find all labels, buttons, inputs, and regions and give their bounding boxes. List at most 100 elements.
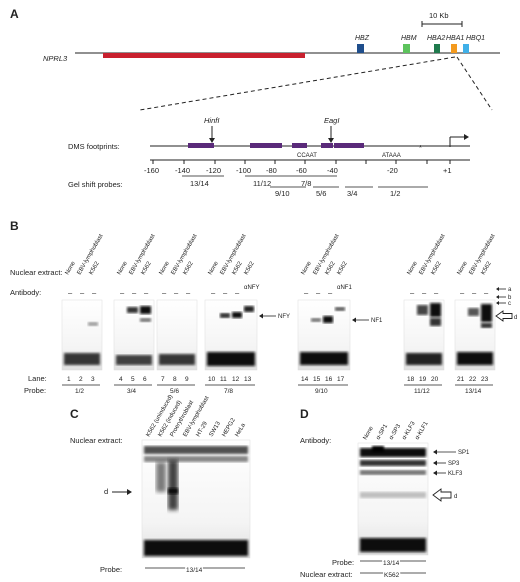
gene-box-hbm	[403, 44, 410, 53]
probe-label: 13/14	[465, 388, 482, 395]
extract-label: None	[208, 260, 221, 276]
zoom-line-left	[139, 56, 456, 111]
tick-label: -60	[296, 166, 307, 175]
gel-b-3	[156, 299, 198, 371]
band-label-d: d	[514, 315, 517, 321]
probe-bar	[182, 175, 224, 177]
gel-c	[141, 439, 251, 559]
tick-label: +1	[443, 166, 452, 175]
nuclear-extract-label-c: Nuclear extract:	[70, 436, 123, 445]
tick-label: -80	[266, 166, 277, 175]
gel-shift-label: Gel shift probes:	[68, 180, 123, 189]
panel-a-letter: A	[10, 7, 19, 21]
gel-d	[357, 442, 429, 556]
panel-c-letter: C	[70, 407, 79, 421]
probe-label-c: Probe:	[100, 565, 122, 574]
gene-label-hba2: HBA2	[427, 35, 445, 42]
lane-number: 16	[325, 376, 333, 383]
probe-label: 7/8	[224, 388, 233, 395]
lane-number: 17	[337, 376, 345, 383]
gel-b-7	[454, 299, 496, 371]
lane-numbers: 1 2 3 4 5 6 7 8 9 10 11 12 13 14 15 16 1…	[67, 376, 489, 383]
extract-label: None	[159, 260, 172, 276]
probe-label: 5/6	[316, 189, 326, 198]
tick-label: -140	[175, 166, 190, 175]
nuclear-extract-label: Nuclear extract:	[10, 268, 63, 277]
panel-b: B Nuclear extract: Antibody: None EBV-ly…	[10, 219, 517, 395]
extract-label: K562	[183, 260, 196, 276]
site-eagi: EagI	[324, 116, 339, 125]
open-arrow-d	[495, 310, 513, 322]
band-label-b: b	[508, 295, 512, 301]
lane-number: 14	[301, 376, 309, 383]
antibody-dash: –	[162, 288, 167, 297]
antibody-label: α-KLF1	[415, 420, 430, 441]
probe-bar	[270, 186, 306, 188]
extract-labels-c: K562 (uninduced) K562 (induced) Proeryth…	[146, 394, 248, 438]
probe-bar	[378, 186, 428, 188]
nprl3-label: NPRL3	[43, 54, 68, 63]
probe-label: 11/12	[414, 388, 430, 395]
antibody-dash: –	[186, 288, 191, 297]
lane-number: 7	[161, 376, 165, 383]
antibody-labels-d: None α-SP1 α-SP3 α-KLF3 α-KLF1	[363, 420, 430, 441]
lane-number: 13	[244, 376, 252, 383]
probe-bar	[345, 186, 373, 188]
lane-number: 1	[67, 376, 71, 383]
nuclear-extract-label-d: Nuclear extract:	[300, 570, 353, 579]
extract-label: K562	[431, 260, 444, 276]
antibody-dash: –	[328, 288, 333, 297]
gel-b-4	[204, 299, 258, 371]
extract-label: None	[457, 260, 470, 276]
extract-label: HeLa	[235, 422, 248, 438]
extract-label: K562	[337, 260, 350, 276]
antibody-row: – – – – – – – – – – – – αNFY – – – αNF1 …	[68, 285, 489, 297]
gene-label-hbm: HBM	[401, 35, 417, 42]
extract-labels: None EBV-lymphoblast K562 None EBV-lymph…	[65, 233, 497, 276]
probe-label: 3/4	[347, 189, 357, 198]
lane-number: 3	[91, 376, 95, 383]
gel-b-1	[61, 299, 103, 371]
gel-b-5	[297, 299, 351, 371]
lane-number: 5	[131, 376, 135, 383]
probe-label: 3/4	[127, 388, 136, 395]
antibody-dash: –	[460, 288, 465, 297]
footprint	[250, 143, 282, 148]
antibody-dash: –	[132, 288, 137, 297]
extract-label: None	[407, 260, 420, 276]
extract-label: None	[301, 260, 314, 276]
lane-number: 2	[79, 376, 83, 383]
lane-number: 23	[481, 376, 489, 383]
antibody-dash: –	[174, 288, 179, 297]
probe-label: 9/10	[275, 189, 290, 198]
band-nfy-label: NFY	[278, 314, 290, 320]
footprint	[321, 143, 333, 148]
tick-label: -100	[236, 166, 251, 175]
probe-value-c: 13/14	[186, 567, 203, 574]
panel-a: A 10 Kb NPRL3 HBZ HBM HBA2 HBA1 HBQ1 Hin…	[10, 7, 500, 198]
band-nf1-label: NF1	[371, 318, 383, 324]
lane-number: 10	[208, 376, 216, 383]
lane-number: 20	[431, 376, 439, 383]
tick-label: -20	[387, 166, 398, 175]
lane-number: 12	[232, 376, 240, 383]
footprint	[188, 143, 214, 148]
panel-c: C Nuclear extract: K562 (uninduced) K562…	[70, 394, 251, 576]
gene-box-hbz	[357, 44, 364, 53]
probe-label: 5/6	[170, 388, 179, 395]
tick-label: -40	[327, 166, 338, 175]
antibody-dash: –	[316, 288, 321, 297]
antibody-dash: –	[120, 288, 125, 297]
extract-label: K562	[89, 260, 102, 276]
probe-label-d: Probe:	[332, 558, 354, 567]
antibody-dash: –	[422, 288, 427, 297]
lane-number: 6	[143, 376, 147, 383]
lane-number: 18	[407, 376, 415, 383]
panel-b-letter: B	[10, 219, 19, 233]
probe-bar	[245, 175, 293, 177]
band-klf3: KLF3	[448, 471, 463, 477]
band-d-label-d: d	[454, 494, 457, 500]
tick-label: -160	[144, 166, 159, 175]
probe-label: 7/8	[301, 179, 311, 188]
